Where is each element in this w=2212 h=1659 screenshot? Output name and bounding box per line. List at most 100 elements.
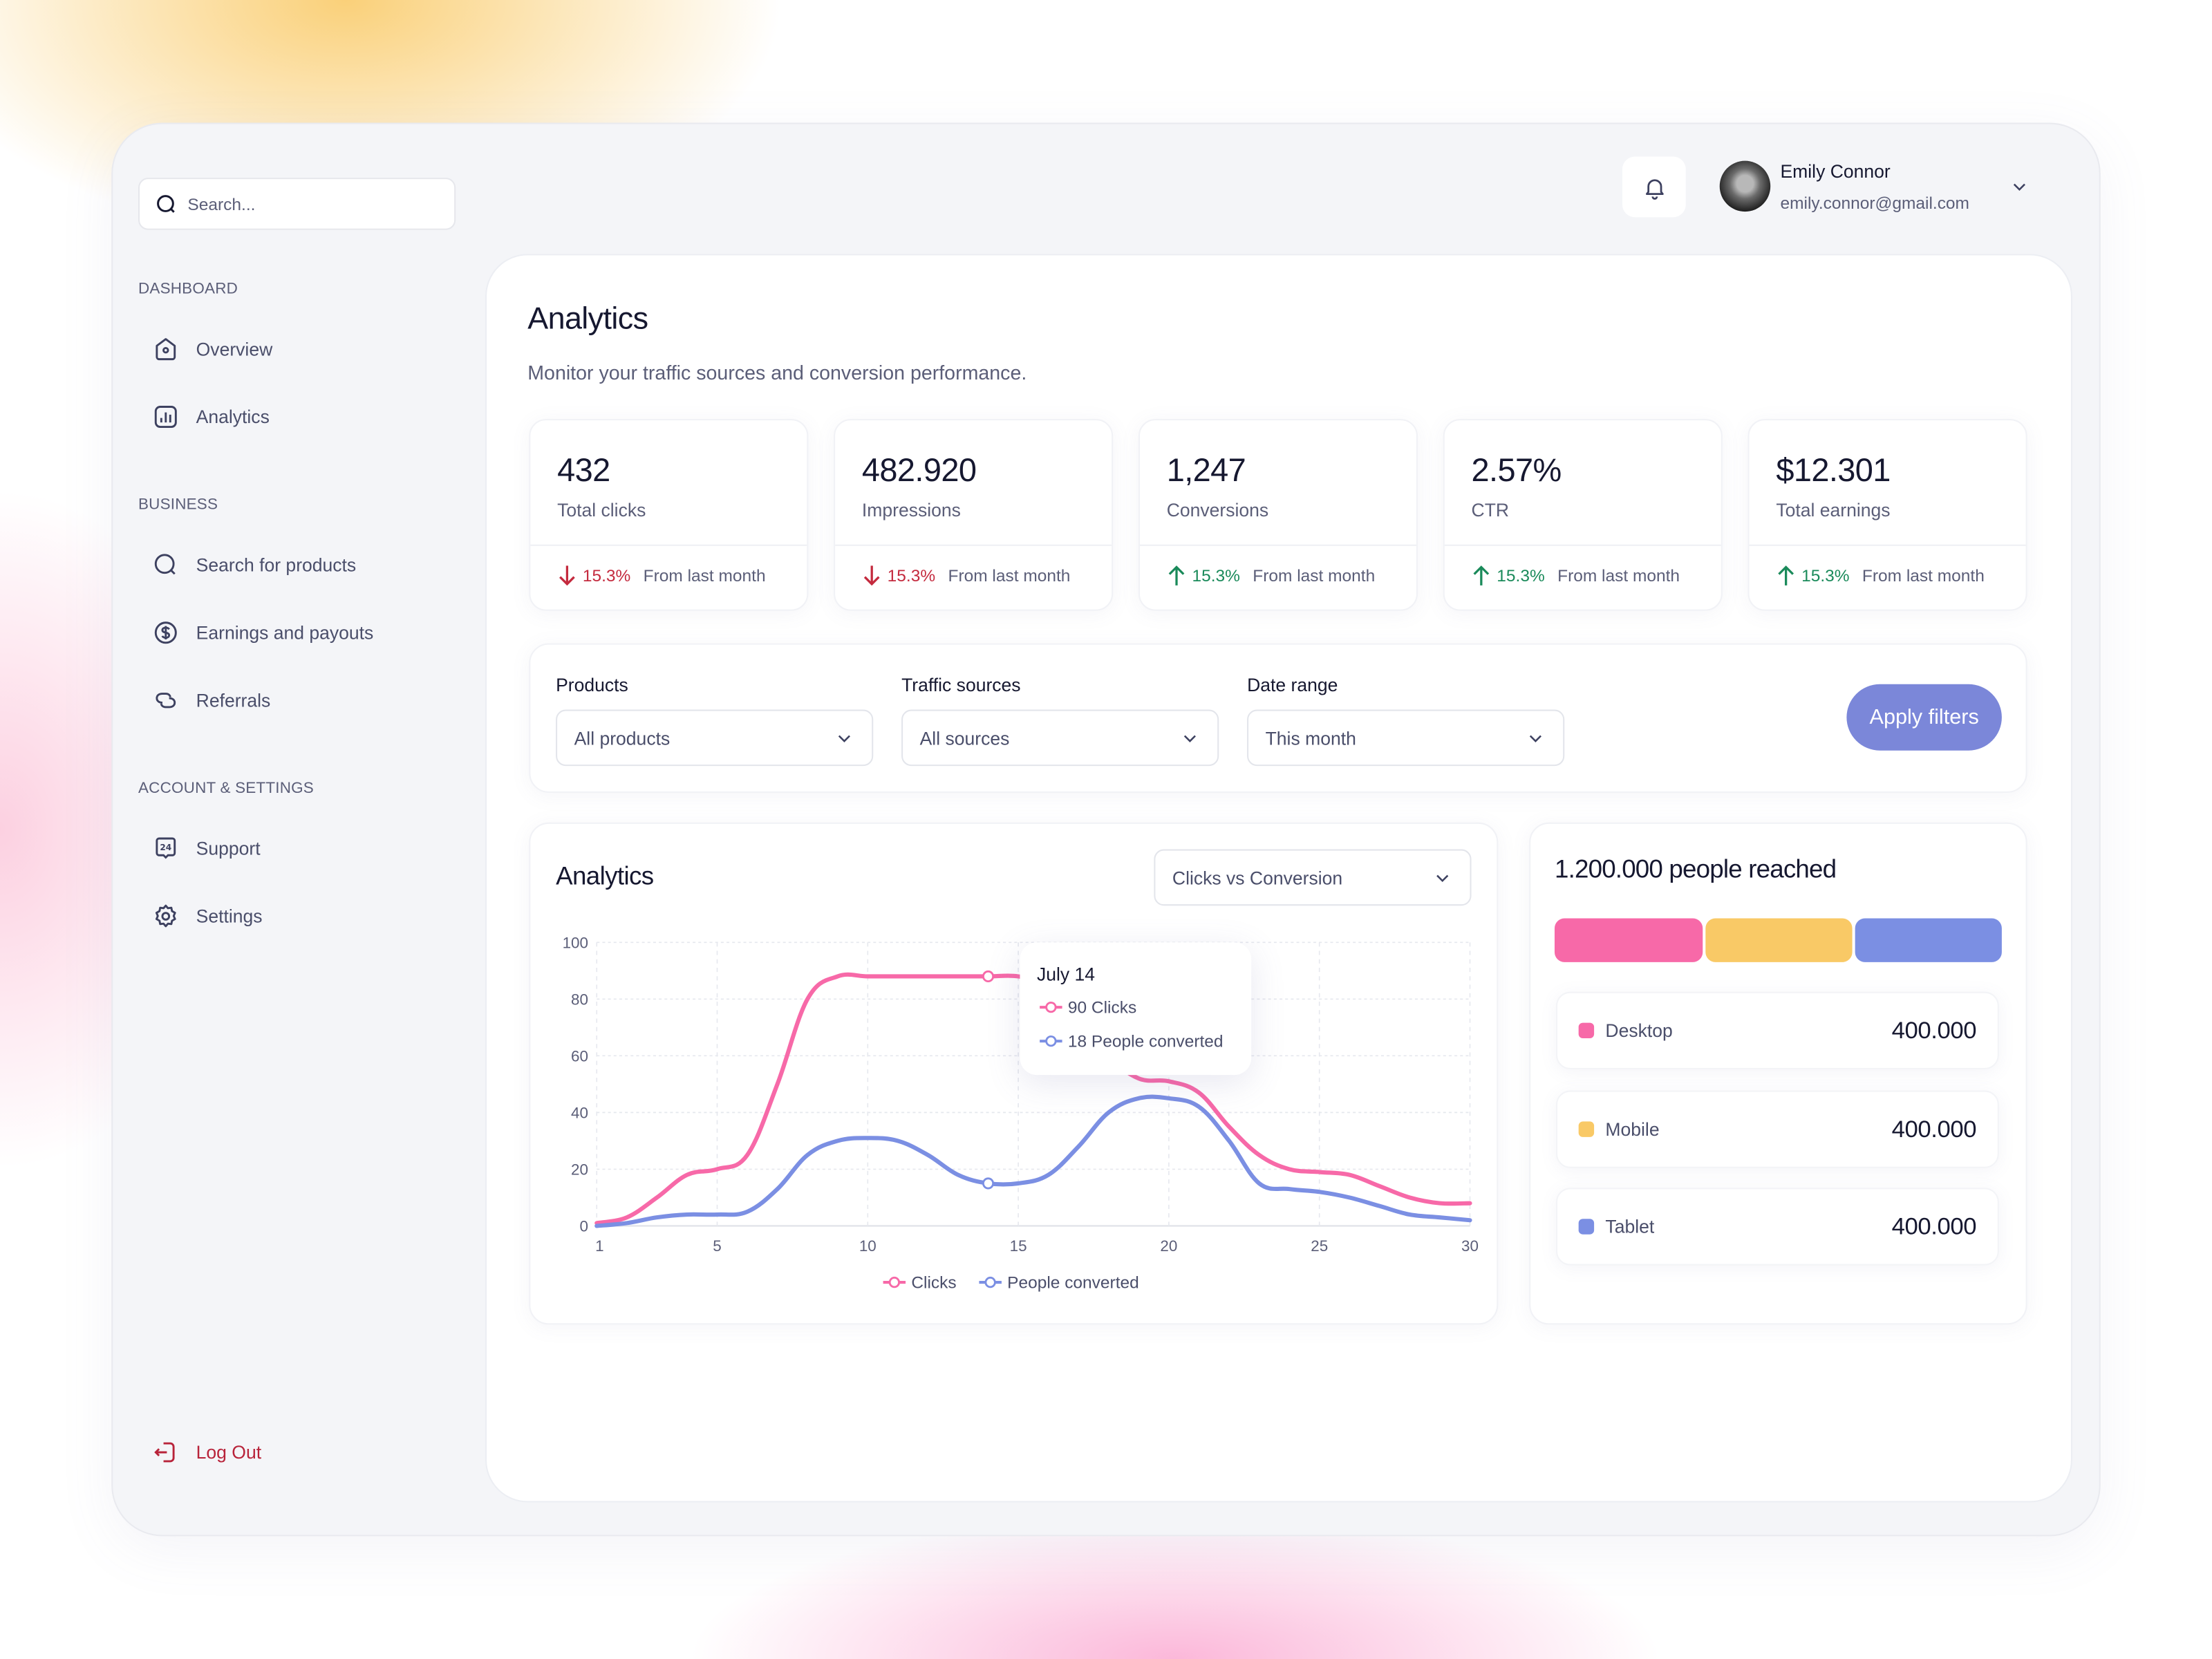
chevron-down-icon[interactable] — [2009, 176, 2030, 198]
stat-change: 15.3% — [1801, 565, 1850, 585]
svg-text:80: 80 — [571, 991, 588, 1008]
bell-icon — [1644, 178, 1663, 199]
chart-metric-select[interactable]: Clicks vs Conversion — [1154, 849, 1472, 906]
sidebar-item-referrals[interactable]: Referrals — [152, 687, 270, 714]
stat-value: 2.57% — [1471, 451, 1562, 489]
products-filter-label: Products — [556, 674, 628, 696]
link-icon — [156, 693, 176, 709]
legend-item-converted[interactable]: People converted — [979, 1272, 1139, 1293]
svg-text:1: 1 — [595, 1237, 603, 1255]
reach-label: Tablet — [1605, 1216, 1655, 1237]
sidebar-item-support[interactable]: 24 Support — [152, 835, 261, 862]
bar-chart-icon — [154, 406, 177, 429]
stat-change-period: From last month — [1862, 565, 1985, 585]
sidebar-item-label: Support — [196, 838, 261, 859]
desktop-color-dot — [1578, 1022, 1595, 1039]
logout-button[interactable]: Log Out — [152, 1439, 261, 1466]
stat-change-period: From last month — [643, 565, 766, 585]
logout-label: Log Out — [196, 1441, 262, 1463]
stat-value: 1,247 — [1166, 451, 1246, 489]
legend-label: People converted — [1007, 1272, 1139, 1293]
gear-icon — [155, 904, 176, 928]
stat-change: 15.3% — [1192, 565, 1240, 585]
stat-label: Total earnings — [1776, 499, 1891, 521]
home-icon — [156, 338, 176, 361]
stat-card-total-clicks: 432 Total clicks 15.3% From last month — [529, 419, 809, 611]
reach-value: 400.000 — [1891, 1016, 1977, 1044]
arrow-down-icon — [863, 565, 880, 586]
arrow-up-icon — [1168, 565, 1185, 585]
notifications-button[interactable] — [1622, 156, 1686, 218]
stat-change: 15.3% — [887, 565, 936, 585]
converted-marker-icon — [1040, 1035, 1062, 1047]
stat-card-total-earnings: $12.301 Total earnings 15.3% From last m… — [1747, 419, 2027, 611]
sidebar-item-settings[interactable]: Settings — [152, 903, 263, 930]
search-icon — [154, 554, 176, 575]
divider — [530, 544, 807, 546]
chevron-down-icon — [1436, 874, 1449, 882]
sidebar-item-overview[interactable]: Overview — [152, 336, 272, 363]
date-filter-label: Date range — [1247, 674, 1338, 696]
reach-bar-tablet — [1855, 918, 2002, 962]
reach-value: 400.000 — [1891, 1115, 1977, 1143]
mobile-color-dot — [1578, 1121, 1595, 1137]
reach-label: Mobile — [1605, 1118, 1660, 1140]
stat-change-period: From last month — [1557, 565, 1680, 585]
tooltip-date: July 14 — [1036, 963, 1096, 985]
stat-value: 482.920 — [861, 451, 977, 489]
stat-value: $12.301 — [1776, 451, 1891, 489]
products-select[interactable]: All products — [556, 709, 874, 767]
stat-change: 15.3% — [582, 565, 631, 585]
legend-label: Clicks — [911, 1272, 957, 1293]
legend-item-clicks[interactable]: Clicks — [883, 1272, 957, 1293]
date-select-value: This month — [1265, 727, 1356, 749]
page-subtitle: Monitor your traffic sources and convers… — [527, 361, 1027, 384]
sidebar-item-label: Earnings and payouts — [196, 621, 374, 644]
clicks-marker-icon — [883, 1276, 906, 1288]
svg-text:0: 0 — [580, 1218, 588, 1235]
svg-text:30: 30 — [1461, 1237, 1479, 1255]
user-email: emily.connor@gmail.com — [1780, 193, 1969, 214]
sidebar-item-label: Overview — [196, 338, 273, 360]
svg-text:100: 100 — [563, 934, 588, 951]
date-range-select[interactable]: This month — [1247, 709, 1565, 767]
dollar-icon — [154, 621, 177, 644]
stat-change: 15.3% — [1497, 565, 1545, 585]
reach-title: 1.200.000 people reached — [1554, 854, 1837, 883]
stat-label: Conversions — [1166, 499, 1269, 521]
sidebar-item-earnings[interactable]: Earnings and payouts — [152, 619, 373, 646]
sidebar-item-analytics[interactable]: Analytics — [152, 404, 270, 431]
chart-tooltip: July 14 90 Clicks 18 People converted — [1020, 942, 1252, 1076]
avatar[interactable] — [1719, 160, 1771, 212]
sidebar-item-search-products[interactable]: Search for products — [152, 552, 356, 579]
svg-text:40: 40 — [571, 1105, 588, 1122]
arrow-up-icon — [1778, 565, 1794, 585]
divider — [1444, 544, 1721, 546]
user-name: Emily Connor — [1780, 160, 1891, 182]
traffic-filter-label: Traffic sources — [901, 674, 1021, 696]
logout-icon — [154, 1442, 175, 1463]
stat-label: CTR — [1471, 499, 1510, 521]
traffic-sources-select[interactable]: All sources — [901, 709, 1219, 767]
stat-change-period: From last month — [1253, 565, 1376, 585]
sidebar-item-label: Search for products — [196, 554, 357, 576]
search-input[interactable] — [187, 194, 428, 214]
divider — [1749, 544, 2026, 546]
reach-row-tablet: Tablet 400.000 — [1556, 1188, 1999, 1266]
apply-filters-button[interactable]: Apply filters — [1846, 684, 2002, 751]
chevron-down-icon — [838, 734, 850, 742]
tablet-color-dot — [1578, 1219, 1595, 1235]
support-24-icon: 24 — [156, 837, 176, 859]
search-box[interactable] — [138, 178, 456, 230]
section-label-dashboard: DASHBOARD — [138, 281, 238, 298]
chart-legend: Clicks People converted — [883, 1272, 1139, 1293]
divider — [1139, 544, 1416, 546]
sidebar-item-label: Settings — [196, 906, 263, 927]
section-label-account: ACCOUNT & SETTINGS — [138, 780, 314, 798]
svg-text:15: 15 — [1010, 1237, 1027, 1255]
reach-row-desktop: Desktop 400.000 — [1556, 991, 1999, 1069]
analytics-chart-card — [529, 822, 1499, 1325]
stat-card-impressions: 482.920 Impressions 15.3% From last mont… — [834, 419, 1114, 611]
stat-value: 432 — [557, 451, 610, 489]
svg-text:25: 25 — [1311, 1237, 1328, 1255]
